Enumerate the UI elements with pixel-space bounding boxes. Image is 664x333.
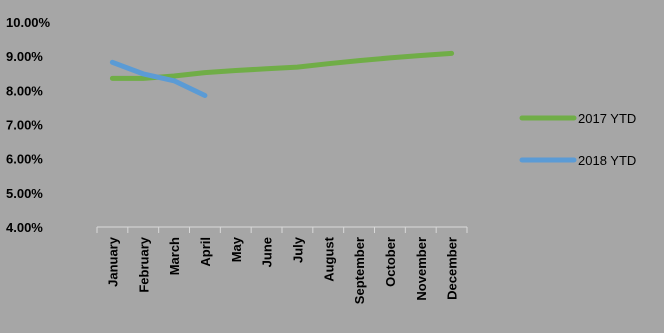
x-tick-label: February — [136, 236, 151, 292]
y-tick-label: 10.00% — [6, 15, 51, 30]
x-tick-label: June — [260, 237, 275, 267]
x-tick-label: May — [229, 236, 244, 262]
x-tick-label: August — [321, 236, 336, 281]
x-tick-label: January — [105, 236, 120, 287]
legend-label: 2017 YTD — [578, 111, 636, 126]
y-tick-label: 6.00% — [6, 152, 43, 167]
y-tick-label: 4.00% — [6, 220, 43, 235]
y-tick-label: 8.00% — [6, 83, 43, 98]
x-tick-label: October — [383, 237, 398, 287]
y-tick-label: 9.00% — [6, 49, 43, 64]
x-tick-label: March — [167, 237, 182, 275]
legend: 2017 YTD 2018 YTD — [519, 111, 636, 168]
x-tick-label: July — [290, 236, 305, 263]
series-line-1 — [109, 50, 455, 81]
x-tick-label: April — [198, 237, 213, 267]
y-tick-label: 5.00% — [6, 186, 43, 201]
legend-label: 2018 YTD — [578, 153, 636, 168]
series-lines — [109, 50, 455, 98]
x-tick-label: September — [352, 237, 367, 304]
x-tick-label: November — [414, 237, 429, 301]
y-tick-label: 7.00% — [6, 118, 43, 133]
x-tick-label: December — [445, 237, 460, 300]
series-line-2 — [109, 59, 208, 98]
y-axis: 10.00% 9.00% 8.00% 7.00% 6.00% 5.00% 4.00% — [6, 15, 51, 235]
x-axis: January February March April May June July Augu… — [96, 226, 468, 304]
